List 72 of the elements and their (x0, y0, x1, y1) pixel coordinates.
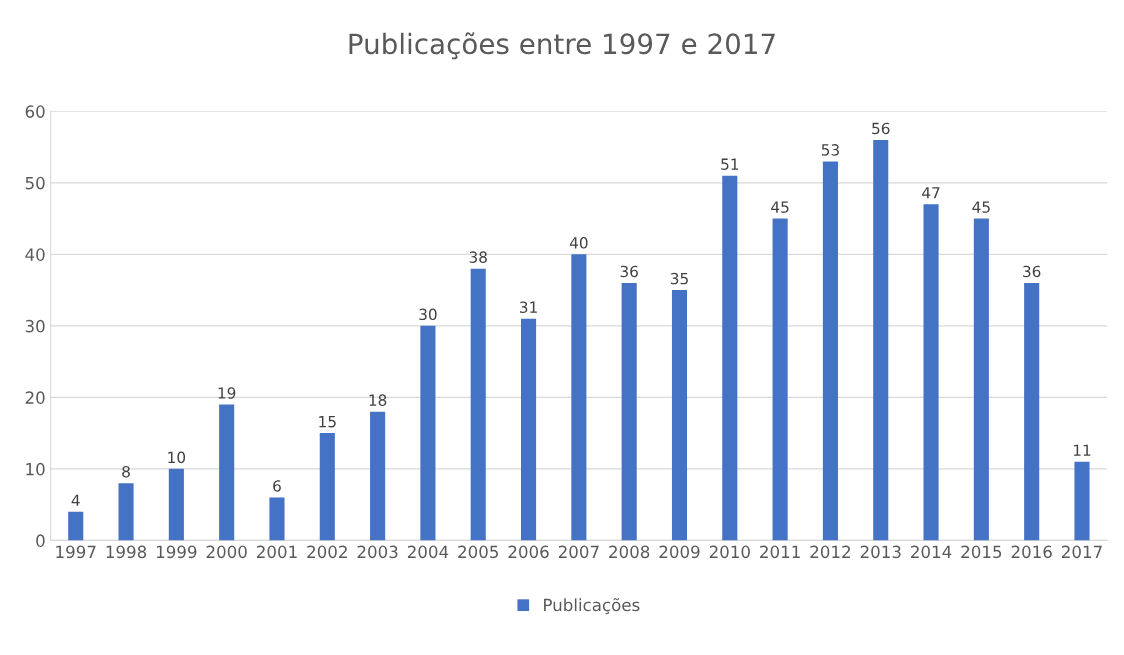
data-label: 10 (168, 451, 186, 464)
bar (571, 254, 587, 541)
x-tick-label: 2006 (508, 545, 549, 559)
data-label: 45 (771, 201, 789, 213)
data-label: 36 (620, 265, 638, 278)
x-tick-label: 2014 (911, 545, 952, 559)
x-tick-label: 2002 (307, 545, 347, 559)
bar (923, 204, 939, 541)
bar (1074, 461, 1090, 541)
bar (822, 161, 838, 541)
data-label: 45 (972, 201, 990, 213)
bar (219, 404, 235, 541)
x-tick-label: 1999 (156, 545, 197, 559)
data-label: 18 (369, 394, 387, 406)
data-label: 35 (670, 272, 688, 285)
x-tick-label: 2009 (659, 545, 700, 559)
y-tick-label: 20 (25, 391, 45, 404)
data-label: 40 (569, 237, 588, 249)
legend-label: Publicações (544, 598, 640, 615)
x-tick-label: 2003 (357, 545, 398, 559)
data-label: 11 (1073, 444, 1091, 456)
y-tick-label: 10 (26, 462, 45, 476)
y-tick-label: 30 (25, 319, 45, 333)
data-label: 38 (469, 251, 487, 263)
x-tick-label: 2017 (1062, 545, 1102, 559)
bar (118, 483, 134, 541)
data-label: 56 (872, 122, 890, 135)
y-tick-label: 50 (25, 176, 45, 190)
bar (722, 175, 738, 541)
data-label: 15 (319, 416, 336, 428)
data-label: 31 (519, 301, 537, 313)
data-label: 47 (922, 187, 940, 199)
bar (168, 468, 184, 541)
bar (521, 318, 537, 541)
data-label: 36 (1023, 265, 1041, 278)
bar (671, 290, 688, 541)
x-tick-label: 2001 (257, 545, 297, 559)
bar (873, 139, 889, 541)
x-tick-label: 2007 (558, 545, 599, 559)
x-tick-label: 2010 (709, 545, 750, 559)
data-label: 8 (122, 465, 130, 478)
bar (1024, 282, 1040, 541)
x-tick-label: 2012 (810, 545, 850, 559)
x-tick-label: 2016 (1011, 545, 1052, 559)
y-tick-label: 0 (36, 534, 45, 547)
x-tick-label: 2015 (961, 545, 1002, 559)
x-tick-label: 2005 (458, 545, 498, 559)
x-tick-label: 2000 (206, 545, 247, 559)
x-tick-label: 2008 (609, 545, 650, 559)
data-label: 51 (721, 158, 739, 170)
data-label: 30 (419, 308, 437, 321)
data-label: 4 (71, 494, 80, 506)
bar (68, 511, 84, 541)
bar (973, 218, 989, 541)
y-tick-label: 60 (25, 105, 45, 118)
bar (319, 433, 335, 541)
x-tick-label: 2004 (407, 545, 449, 559)
chart-title: Publicações entre 1997 e 2017 (349, 32, 775, 60)
bar (420, 325, 436, 541)
bar (269, 497, 285, 541)
bar (470, 268, 486, 541)
data-label: 6 (273, 480, 281, 492)
x-tick-label: 1997 (56, 545, 96, 559)
x-tick-label: 1998 (106, 545, 147, 559)
bar (621, 282, 637, 541)
x-tick-label: 2013 (860, 545, 901, 559)
x-tick-label: 2011 (760, 545, 800, 559)
bar (370, 411, 386, 541)
data-label: 19 (218, 387, 236, 399)
y-tick-label: 40 (25, 248, 45, 261)
data-label: 53 (821, 144, 839, 156)
bar (772, 218, 788, 541)
